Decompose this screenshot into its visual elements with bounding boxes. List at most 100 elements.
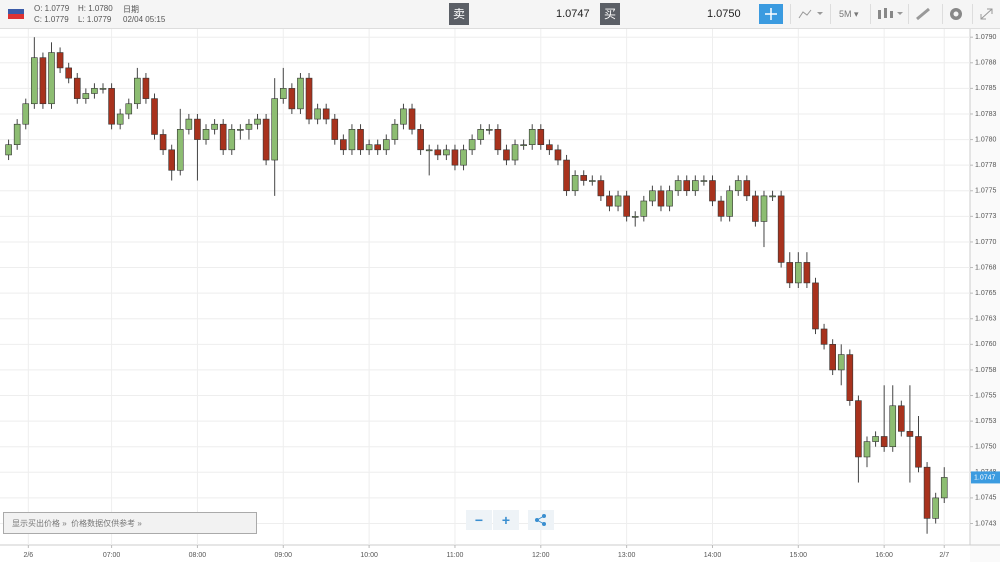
candle-body [614,195,622,207]
candle-body [709,180,716,202]
candle-body [142,77,150,99]
share-button[interactable] [528,510,554,530]
x-tick-label: 08:00 [189,552,207,559]
candle-body [391,123,399,140]
candle-body [786,262,794,284]
x-tick-label: 11:00 [446,552,463,559]
candle-body [245,123,253,130]
candle-body [554,149,562,161]
candle-body [434,149,442,156]
candle-body [322,108,330,120]
candle-body [777,195,785,263]
datetime: 02/04 05:15 [123,15,166,24]
candle-body [254,118,261,125]
candle-body [237,129,244,131]
draw-button[interactable] [908,4,935,24]
y-tick-label: 1.0765 [975,290,997,297]
buy-price: 1.0750 [707,8,741,20]
y-tick-label: 1.0763 [975,316,997,323]
x-tick-label: 12:00 [532,552,550,559]
indicator-button[interactable] [870,4,903,24]
y-tick-label: 1.0760 [975,341,997,348]
settings-button[interactable] [942,4,969,24]
y-tick-label: 1.0768 [975,264,997,271]
chart-type-button[interactable] [790,4,823,24]
candle-body [537,129,545,145]
candle-body [202,129,210,140]
zoom-in-button[interactable]: + [493,510,519,530]
candle-body [923,466,931,519]
candle-body [194,118,201,140]
chart: 1.0790 1.0788 1.0785 1.0783 1.0780 1.0778 1.07… [0,29,1000,562]
candle-body [374,144,381,151]
y-tick-label: 1.0790 [975,34,997,41]
y-tick-label: 1.0758 [975,367,997,374]
sell-price: 1.0747 [556,8,590,20]
candle-body [606,195,613,207]
buy-button[interactable]: 买 [600,3,620,25]
candle-body [546,144,553,151]
y-tick-label: 1.0775 [975,188,997,195]
candle-body [5,144,12,156]
candle-body [640,200,648,217]
candle-body [734,180,742,192]
candle-body [65,67,72,79]
candle-body [528,129,536,145]
candle-body [262,118,270,161]
candle-body [494,129,502,151]
x-tick-label: 2/7 [939,552,949,559]
candle-body [649,190,656,202]
candle-body [31,57,38,105]
candle-body [82,93,90,99]
candle-body [563,159,570,192]
interval-label: 5M [839,9,852,19]
candle-body [443,149,450,156]
x-tick-label: 2/6 [23,552,33,559]
crosshair-button[interactable] [759,4,783,24]
candle-body [56,52,64,69]
candle-body [915,436,922,468]
y-tick-label: 1.0778 [975,162,997,169]
ohlc-low: L: 1.0779 [78,15,112,24]
x-tick-label: 07:00 [103,552,121,559]
candle-body [657,190,665,207]
candle-body [726,190,733,217]
sell-button[interactable]: 卖 [449,3,469,25]
footer-bar: 显示买出价格 » 价格数据仅供参考 » [3,512,257,534]
candle-body [906,431,914,437]
candle-body [99,88,107,90]
candle-body [185,118,193,130]
candle-body [743,180,751,197]
x-tick-label: 15:00 [790,552,808,559]
candle-body [692,180,699,192]
candle-body [451,149,459,166]
candle-body [400,108,407,125]
toolbar: O: 1.0779 H: 1.0780 日期 C: 1.0779 L: 1.07… [0,0,1000,29]
candle-body [477,129,485,140]
candle-body [460,149,467,166]
date-label: 日期 [123,5,139,14]
candle-body [365,144,373,151]
ohlc-high: H: 1.0780 [78,4,113,13]
fullscreen-button[interactable] [972,4,999,24]
candle-body [829,344,836,371]
candle-body [408,108,416,130]
candle-body [134,77,141,105]
candle-body [898,405,905,432]
candle-body [425,149,433,152]
candle-body [219,123,227,151]
disclaimer-link[interactable]: 价格数据仅供参考 » [71,519,142,528]
candle-body [151,98,158,135]
show-sell-link[interactable]: 显示买出价格 » [12,519,67,528]
candle-body [855,400,862,458]
candle-body [39,57,47,105]
candle-body [803,262,811,284]
candle-body [717,200,725,217]
candle-body [932,497,939,519]
candle-body [580,175,588,181]
y-tick-label: 1.0770 [975,239,997,246]
interval-button[interactable]: 5M ▾ [830,4,870,24]
zoom-out-button[interactable]: − [466,510,492,530]
candle-body [511,144,519,161]
candle-body [340,139,347,151]
